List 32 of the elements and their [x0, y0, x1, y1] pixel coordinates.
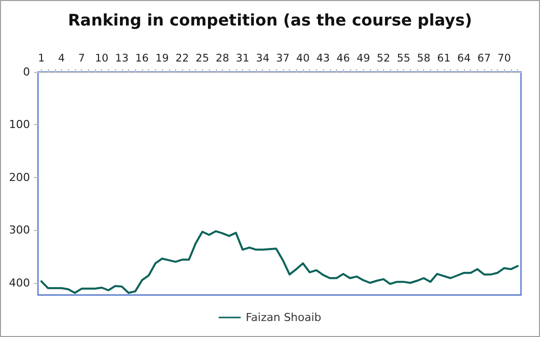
y-tick-label: 300 — [9, 224, 30, 237]
chart-title: Ranking in competition (as the course plays) — [68, 10, 472, 30]
x-tick-label: 16 — [135, 52, 149, 64]
x-tick-label: 4 — [58, 52, 66, 64]
line-series — [40, 230, 519, 294]
x-tick-label: 25 — [196, 52, 210, 64]
x-tick-label: 64 — [457, 52, 471, 64]
x-tick-label: 49 — [356, 52, 370, 64]
x-tick-label: 10 — [95, 52, 108, 64]
x-tick-label: 22 — [176, 52, 189, 64]
y-tick-label: 0 — [23, 66, 30, 78]
x-tick-label: 55 — [396, 52, 410, 64]
x-tick-label: 52 — [376, 52, 390, 64]
x-tick-label: 70 — [498, 52, 511, 64]
x-tick-label: 67 — [477, 52, 491, 64]
y-tick-label: 200 — [9, 170, 30, 184]
x-tick-label: 58 — [417, 52, 430, 64]
x-tick-label: 34 — [256, 52, 270, 64]
x-tick-label: 1 — [38, 52, 45, 64]
legend-label: Faizan Shoaib — [246, 311, 322, 324]
x-tick-label: 13 — [115, 52, 129, 64]
x-tick-label: 28 — [216, 52, 230, 64]
x-tick-label: 40 — [296, 52, 310, 64]
x-tick-label: 31 — [236, 52, 250, 64]
y-tick-label: 100 — [9, 118, 30, 132]
x-tick-label: 43 — [316, 52, 330, 64]
y-tick-label: 400 — [9, 276, 30, 290]
x-tick-label: 61 — [437, 52, 451, 64]
x-tick-label: 46 — [336, 52, 350, 64]
x-tick-label: 19 — [155, 52, 169, 64]
x-tick-label: 37 — [276, 52, 290, 64]
x-tick-label: 7 — [78, 52, 85, 64]
